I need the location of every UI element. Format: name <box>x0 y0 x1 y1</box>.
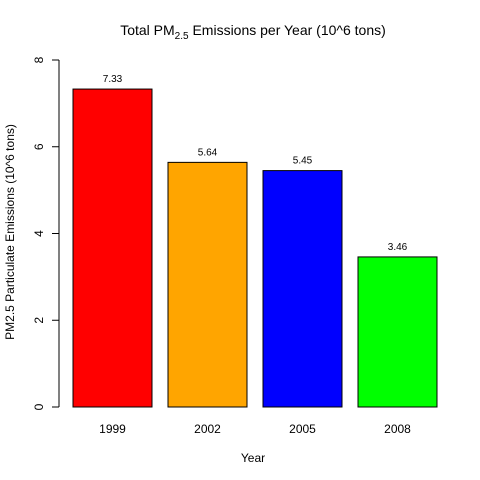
bar-2008 <box>357 256 438 408</box>
x-axis-label: Year <box>241 451 265 465</box>
data-label-2005: 5.45 <box>293 156 313 167</box>
bars-group <box>72 88 438 408</box>
y-ticks-group: 0 2 4 6 8 <box>32 56 59 410</box>
x-tick-label-2002: 2002 <box>194 422 221 436</box>
bar-1999 <box>72 88 153 408</box>
y-tick-label-6: 6 <box>32 143 46 150</box>
bar-2002 <box>167 161 248 408</box>
y-axis-label: PM2.5 Particulate Emissions (10^6 tons) <box>3 124 17 340</box>
data-labels-group: 7.33 5.64 5.45 3.46 <box>103 74 408 253</box>
x-tick-label-2008: 2008 <box>384 422 411 436</box>
data-label-2008: 3.46 <box>388 242 408 253</box>
y-tick-label-8: 8 <box>32 56 46 63</box>
x-tick-label-1999: 1999 <box>99 422 126 436</box>
chart-title-suffix: Emissions per Year (10^6 tons) <box>189 22 386 38</box>
x-tick-label-2005: 2005 <box>289 422 316 436</box>
data-label-2002: 5.64 <box>198 147 218 158</box>
data-label-1999: 7.33 <box>103 74 123 85</box>
y-tick-label-0: 0 <box>32 403 46 410</box>
x-tick-labels-group: 1999 2002 2005 2008 <box>99 422 411 436</box>
chart-title: Total PM2.5 Emissions per Year (10^6 ton… <box>120 22 386 42</box>
bar-2005 <box>262 170 343 408</box>
chart-title-subscript: 2.5 <box>175 31 189 42</box>
chart-title-prefix: Total PM <box>120 22 174 38</box>
y-tick-label-2: 2 <box>32 317 46 324</box>
y-tick-label-4: 4 <box>32 230 46 237</box>
